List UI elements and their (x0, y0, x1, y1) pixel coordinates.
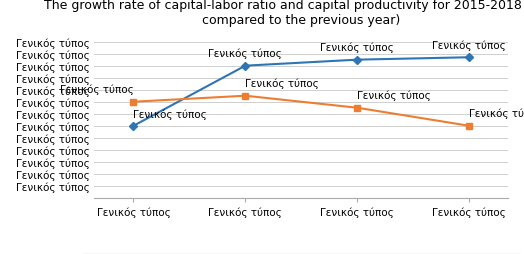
Text: Γενικός τύπος: Γενικός τύπος (357, 90, 431, 101)
Text: Γενικός τύπος: Γενικός τύπος (245, 78, 319, 89)
Growth rate of return on assets (354, 107, 361, 110)
Capital-labor ratio growth rate (130, 125, 137, 128)
Growth rate of return on assets (242, 95, 248, 98)
Growth rate of return on assets (130, 101, 137, 104)
Title: The growth rate of capital-labor ratio and capital productivity for 2015-2018  (: The growth rate of capital-labor ratio a… (44, 0, 524, 27)
Text: Γενικός τύπος: Γενικός τύπος (209, 48, 282, 59)
Text: Γενικός τύπος: Γενικός τύπος (60, 84, 134, 95)
Capital-labor ratio growth rate (354, 59, 361, 62)
Line: Growth rate of return on assets: Growth rate of return on assets (130, 93, 472, 129)
Growth rate of return on assets (466, 125, 472, 128)
Capital-labor ratio growth rate (242, 65, 248, 68)
Line: Capital-labor ratio growth rate: Capital-labor ratio growth rate (130, 55, 472, 129)
Text: Γενικός τύπος: Γενικός τύπος (469, 108, 524, 119)
Text: Γενικός τύπος: Γενικός τύπος (320, 42, 394, 53)
Text: Γενικός τύπος: Γενικός τύπος (432, 40, 506, 50)
Capital-labor ratio growth rate (466, 56, 472, 59)
Text: Γενικός τύπος: Γενικός τύπος (134, 109, 207, 120)
